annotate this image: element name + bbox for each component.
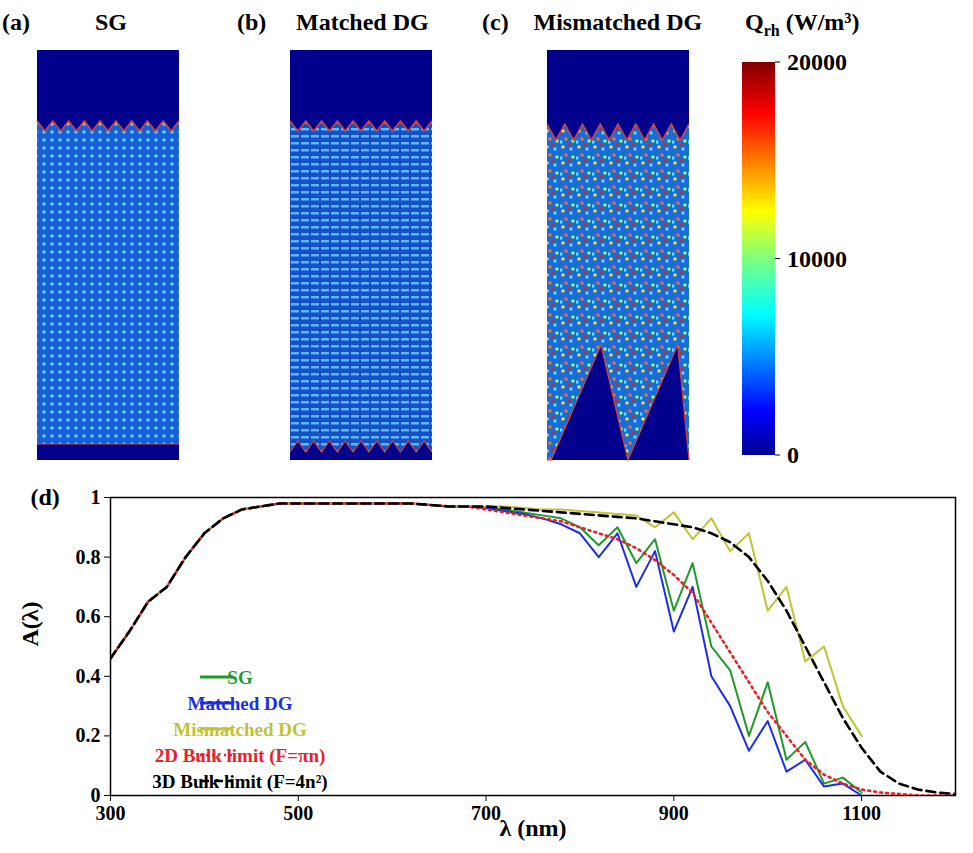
svg-text:(a): (a) xyxy=(2,9,30,35)
svg-text:500: 500 xyxy=(283,802,313,824)
svg-text:0.2: 0.2 xyxy=(76,724,101,746)
svg-text:20000: 20000 xyxy=(787,49,847,75)
svg-text:SG: SG xyxy=(95,9,127,35)
svg-text:Qrh (W/m³): Qrh (W/m³) xyxy=(745,9,860,39)
svg-text:0.8: 0.8 xyxy=(76,546,101,568)
svg-text:1: 1 xyxy=(91,486,101,508)
svg-text:SG: SG xyxy=(227,667,253,688)
svg-text:0.4: 0.4 xyxy=(76,665,101,687)
svg-text:0.6: 0.6 xyxy=(76,605,101,627)
svg-text:Matched DG: Matched DG xyxy=(187,693,292,714)
svg-text:10000: 10000 xyxy=(787,246,847,272)
svg-text:(c): (c) xyxy=(482,9,509,35)
svg-text:3D Bulk limit (F=4n²): 3D Bulk limit (F=4n²) xyxy=(152,771,327,793)
svg-text:2D Bulk limit (F=πn): 2D Bulk limit (F=πn) xyxy=(155,745,326,767)
svg-text:900: 900 xyxy=(659,802,689,824)
svg-text:(b): (b) xyxy=(237,9,266,35)
svg-text:(d): (d) xyxy=(31,484,60,510)
svg-text:0: 0 xyxy=(787,442,799,468)
svg-text:700: 700 xyxy=(471,802,501,824)
svg-text:Mismatched DG: Mismatched DG xyxy=(173,719,307,740)
svg-text:1100: 1100 xyxy=(842,802,881,824)
svg-text:0: 0 xyxy=(91,784,101,806)
svg-text:300: 300 xyxy=(95,801,126,824)
svg-text:Matched DG: Matched DG xyxy=(296,9,429,35)
svg-text:λ (nm): λ (nm) xyxy=(499,815,566,841)
svg-text:A(λ): A(λ) xyxy=(17,601,43,646)
svg-text:Mismatched DG: Mismatched DG xyxy=(534,9,703,35)
